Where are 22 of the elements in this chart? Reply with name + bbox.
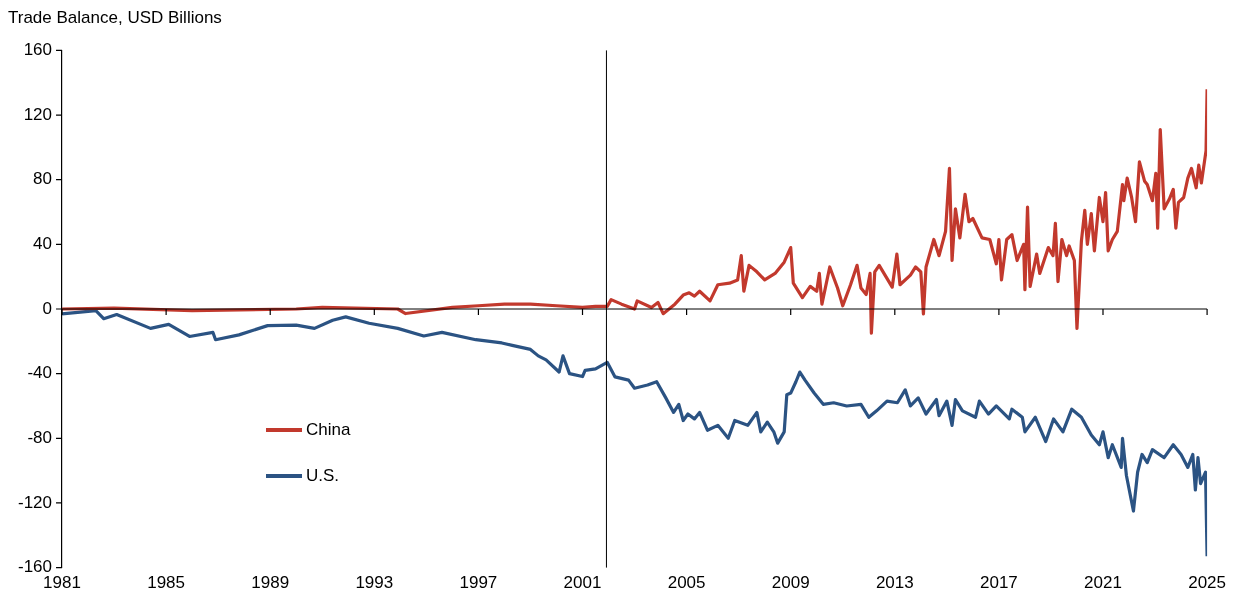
y-tick-label: -80	[27, 427, 53, 447]
x-tick-label: 2013	[875, 573, 914, 593]
x-tick-label: 1985	[147, 573, 186, 593]
legend-label: China	[306, 420, 351, 440]
y-tick-label: 80	[33, 169, 53, 189]
y-tick-label: 0	[42, 298, 53, 318]
y-tick-label: -120	[17, 492, 53, 512]
x-tick-label: 2025	[1188, 573, 1226, 593]
x-tick-label: 2021	[1084, 573, 1122, 593]
x-tick-label: 2005	[667, 573, 706, 593]
y-tick-label: 120	[23, 104, 53, 124]
y-tick-label: -40	[27, 363, 53, 383]
x-tick-label: 1997	[459, 573, 498, 593]
y-tick-label: 40	[33, 234, 53, 254]
x-tick-label: 2001	[563, 573, 602, 593]
legend-label: U.S.	[306, 466, 340, 486]
y-tick-label: 160	[23, 40, 53, 60]
x-tick-label: 2017	[979, 573, 1018, 593]
chart-title: Trade Balance, USD Billions	[8, 7, 222, 27]
x-tick-label: 1993	[355, 573, 394, 593]
x-tick-label: 1989	[251, 573, 290, 593]
x-tick-label: 2009	[771, 573, 810, 593]
